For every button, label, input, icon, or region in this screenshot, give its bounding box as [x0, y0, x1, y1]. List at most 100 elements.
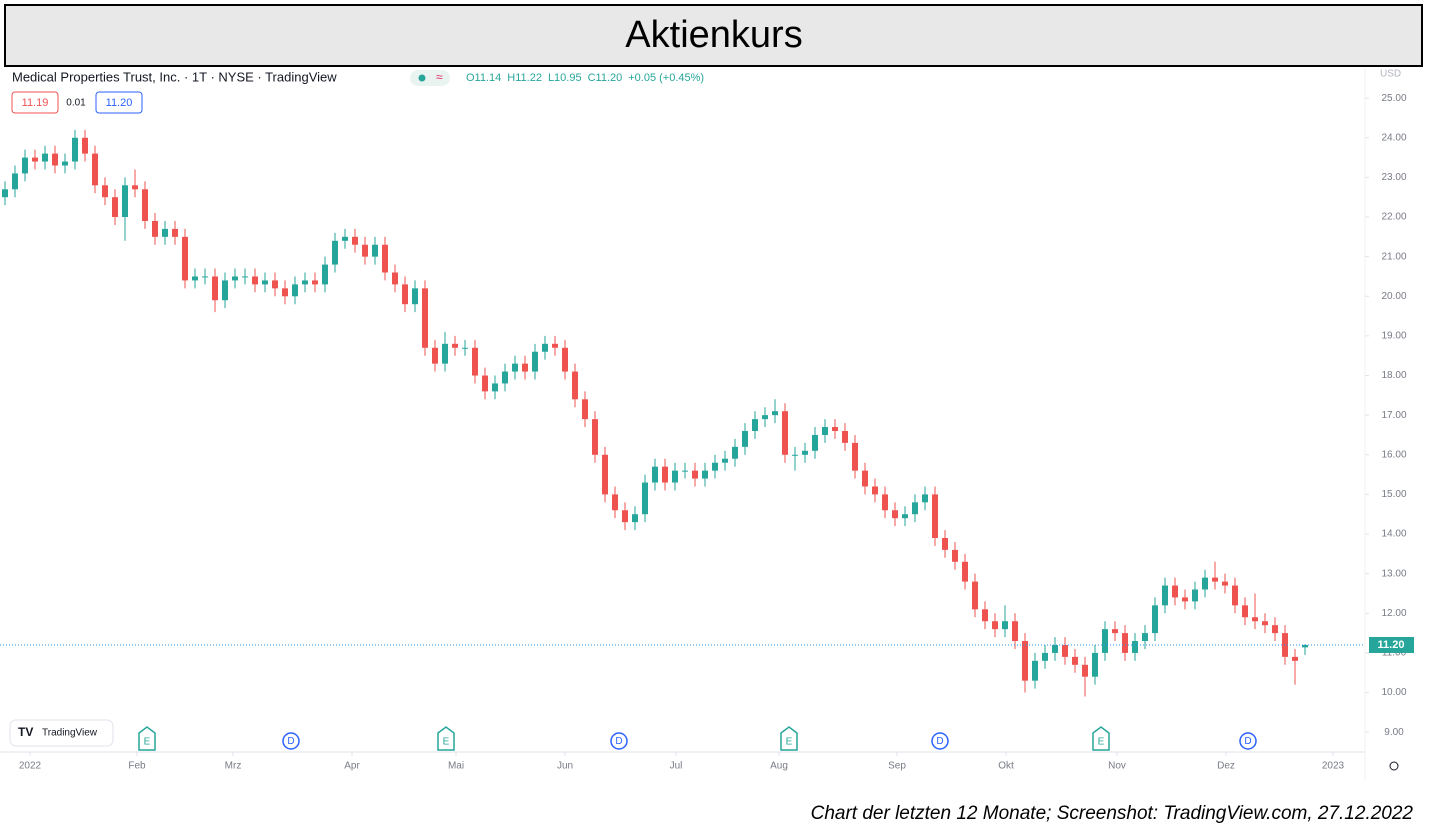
event-label: D: [936, 736, 943, 747]
candle-body: [672, 470, 678, 483]
candle-body: [222, 280, 228, 301]
candle-body: [32, 157, 38, 162]
candle-body: [162, 228, 168, 237]
x-tick-label: Jul: [670, 761, 683, 772]
candle-body: [642, 482, 648, 515]
quote-item: +0.05 (+0.45%): [628, 72, 704, 84]
candle-body: [522, 363, 528, 372]
candle-body: [632, 514, 638, 523]
candle-body: [982, 609, 988, 622]
candle-body: [562, 347, 568, 372]
candle-body: [502, 371, 508, 384]
y-tick-label: 14.00: [1381, 529, 1406, 540]
candle-body: [822, 427, 828, 435]
candle-body: [1212, 577, 1218, 582]
candle-body: [1142, 633, 1148, 642]
candle-body: [1162, 585, 1168, 606]
x-tick-label: 2023: [1322, 761, 1345, 772]
title-box: [4, 4, 1423, 67]
candle-body: [662, 466, 668, 483]
candle-body: [612, 494, 618, 511]
event-label: E: [144, 737, 151, 748]
candle-body: [942, 537, 948, 550]
candle-body: [1222, 581, 1228, 586]
event-label: D: [287, 736, 294, 747]
candle-body: [862, 470, 868, 487]
candle-body: [932, 494, 938, 538]
candle-body: [722, 458, 728, 463]
x-tick-label: Nov: [1108, 761, 1126, 772]
x-tick-label: Aug: [770, 761, 788, 772]
brand-box[interactable]: [9, 719, 114, 747]
candle-body: [372, 244, 378, 257]
candle-body: [962, 561, 968, 582]
candle-body: [362, 244, 368, 257]
y-tick-label: 12.00: [1381, 608, 1406, 619]
candle-body: [1092, 652, 1098, 677]
event-marker: [931, 732, 949, 750]
event-marker: [1092, 726, 1110, 751]
x-tick-label: Jun: [557, 761, 573, 772]
candle-body: [432, 347, 438, 364]
candle-body: [1072, 656, 1078, 665]
y-tick-label: 23.00: [1381, 172, 1406, 183]
candle-body: [112, 197, 118, 218]
candle-body: [1192, 589, 1198, 602]
x-tick-label: Sep: [888, 761, 906, 772]
currency: USD: [1380, 69, 1401, 80]
candle-body: [412, 288, 418, 305]
candle-body: [332, 240, 338, 265]
candle-body: [1082, 664, 1088, 677]
candle-body: [1112, 629, 1118, 634]
candle-body: [1172, 585, 1178, 598]
quote-item: C11.20: [588, 72, 623, 84]
ask-box: [95, 91, 143, 114]
candle-body: [1032, 660, 1038, 681]
quote-item: H11.22: [507, 72, 542, 84]
candle-body: [872, 486, 878, 495]
y-tick-label: 25.00: [1381, 93, 1406, 104]
last-price-marker: [1369, 636, 1414, 653]
settings-icon[interactable]: [1389, 761, 1399, 771]
candle-body: [352, 236, 358, 245]
y-tick-label: 15.00: [1381, 489, 1406, 500]
candle-body: [752, 419, 758, 432]
candle-body: [22, 157, 28, 174]
event-marker: [610, 732, 628, 750]
status-icon: ≈: [436, 70, 443, 84]
candle-body: [542, 343, 548, 352]
candle-body: [802, 450, 808, 455]
candle-body: [902, 514, 908, 519]
y-tick-label: 22.00: [1381, 212, 1406, 223]
x-tick-label: Mrz: [225, 761, 242, 772]
candle-body: [1242, 605, 1248, 618]
candle-body: [1002, 621, 1008, 630]
candle-body: [1102, 629, 1108, 653]
event-marker: [282, 732, 300, 750]
candle-body: [602, 454, 608, 495]
candle-body: [392, 272, 398, 285]
x-tick-label: Apr: [344, 761, 360, 772]
candle-body: [282, 288, 288, 297]
candle-body: [142, 189, 148, 221]
candle-body: [292, 284, 298, 297]
symbol: Medical Properties Trust, Inc. · 1T · NY…: [12, 69, 337, 84]
candle-body: [712, 462, 718, 471]
candle-body: [592, 419, 598, 455]
candle-body: [1152, 605, 1158, 634]
candle-body: [572, 371, 578, 400]
candle-body: [1272, 625, 1278, 634]
candle-body: [792, 454, 798, 456]
candle-body: [192, 276, 198, 281]
x-tick-label: Dez: [1217, 761, 1235, 772]
quote-item: O11.14: [466, 72, 501, 84]
footer: Chart der letzten 12 Monate; Screenshot:…: [811, 803, 1414, 824]
candle-body: [212, 276, 218, 301]
event-label: D: [615, 736, 622, 747]
candle-body: [1182, 597, 1188, 602]
candle-body: [82, 137, 88, 154]
y-tick-label: 10.00: [1381, 687, 1406, 698]
candle-body: [882, 494, 888, 511]
event-label: E: [443, 737, 450, 748]
